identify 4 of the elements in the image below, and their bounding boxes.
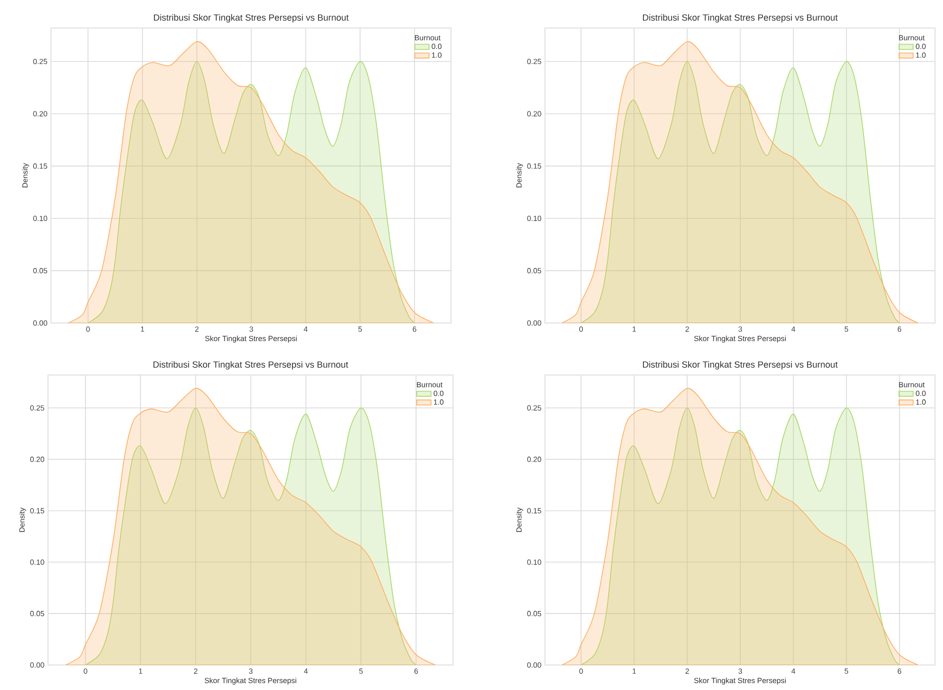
chart-title: Distribusi Skor Tingkat Stres Persepsi vs Burnout <box>153 361 348 370</box>
chart-title: Distribusi Skor Tingkat Stres Persepsi vs Burnout <box>642 14 838 22</box>
chart-title: Distribusi Skor Tingkat Stres Persepsi vs Burnout <box>154 14 349 22</box>
chart-title: Distribusi Skor Tingkat Stres Persepsi vs Burnout <box>642 361 838 370</box>
